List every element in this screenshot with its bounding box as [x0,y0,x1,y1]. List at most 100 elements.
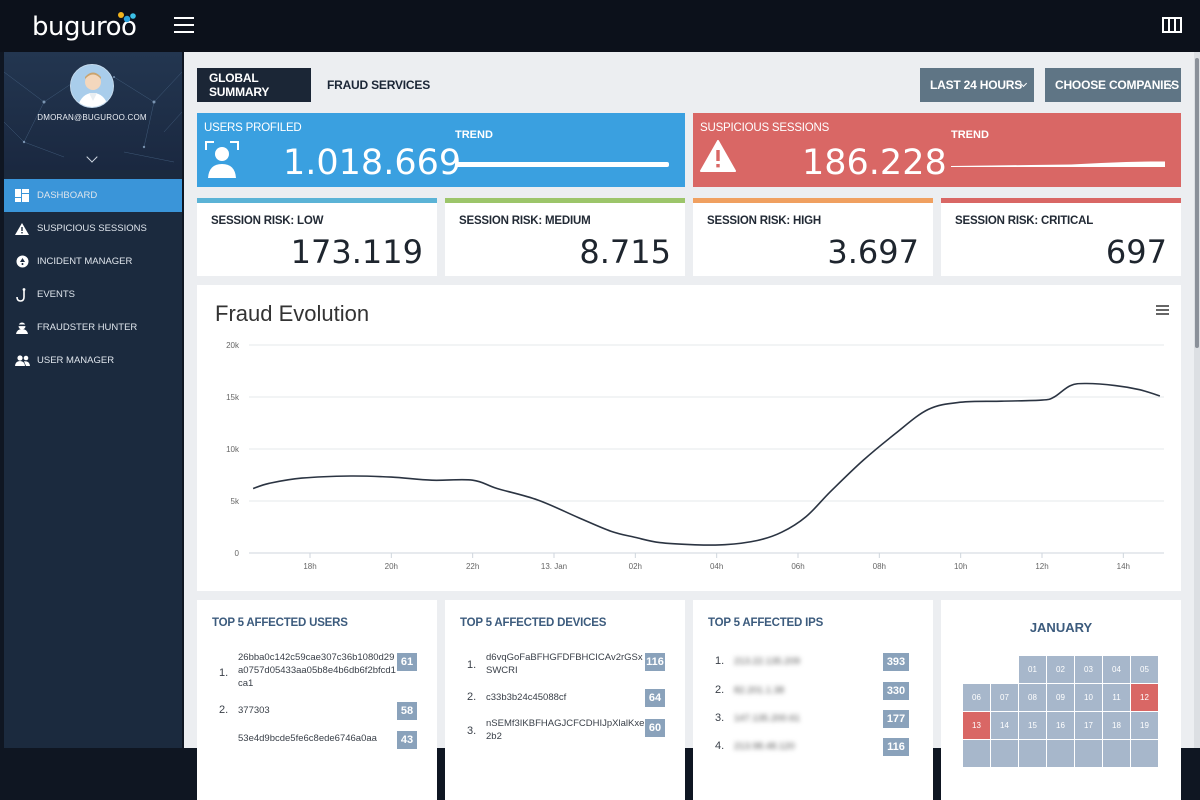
sidebar-item-dashboard[interactable]: DASHBOARD [4,179,182,212]
x-tick-label: 12h [1035,562,1048,571]
user-profile-panel: DMORAN@BUGUROO.COM [4,52,182,170]
user-email: DMORAN@BUGUROO.COM [37,113,147,122]
users-trend-label: TREND [455,129,493,141]
calendar-day[interactable]: 08 [1019,684,1046,711]
calendar-day[interactable]: 18 [1103,712,1130,739]
scrollbar-thumb[interactable] [1195,58,1199,348]
calendar-day[interactable]: 02 [1047,656,1074,683]
top-users-title: TOP 5 AFFECTED USERS [212,617,348,629]
sidebar-item-label: EVENTS [37,289,76,300]
sidebar-item-label: INCIDENT MANAGER [37,256,133,267]
y-tick-label: 20k [226,341,240,350]
count-badge: 43 [397,731,417,749]
series-line [252,382,1161,546]
top-ips-card: TOP 5 AFFECTED IPS 1. 213.22.135.209 393… [693,600,933,800]
tab-global-summary[interactable]: GLOBAL SUMMARY [197,68,311,102]
sidebar-nav: DASHBOARD SUSPICIOUS SESSIONS INCIDENT M… [4,179,182,377]
risk-medium-card: SESSION RISK: MEDIUM 8.715 [445,198,685,276]
rank: 3. [467,725,477,737]
users-profiled-card: USERS PROFILED 1.018.669 TREND [197,113,685,187]
users-trend-sparkline [455,162,669,167]
calendar-day[interactable]: 04 [1103,656,1130,683]
calendar-day[interactable]: 15 [1019,712,1046,739]
y-tick-label: 5k [231,497,240,506]
calendar-day[interactable]: 12 [1131,684,1158,711]
calendar-day[interactable] [1131,740,1158,767]
ip-address: 82.201.1.38 [734,685,785,696]
sidebar-item-label: FRAUDSTER HUNTER [37,322,138,333]
calendar-day[interactable]: 09 [1047,684,1074,711]
x-tick-label: 10h [954,562,967,571]
chart-menu-icon[interactable] [1156,305,1169,315]
calendar-day[interactable]: 03 [1075,656,1102,683]
calendar-day[interactable]: 17 [1075,712,1102,739]
calendar-day[interactable]: 11 [1103,684,1130,711]
count-badge: 60 [645,719,665,737]
rank: 1. [219,667,229,679]
calendar-day[interactable] [991,740,1018,767]
user-avatar-icon [71,65,113,107]
users-profiled-value: 1.018.669 [283,143,462,183]
page-scrollbar[interactable] [1194,52,1200,748]
risk-medium-value: 8.715 [579,233,671,271]
calendar-day[interactable]: 01 [1019,656,1046,683]
sessions-trend-label: TREND [951,129,989,141]
x-tick-label: 20h [385,562,398,571]
period-dropdown[interactable]: LAST 24 HOURS [920,68,1034,102]
companies-dropdown[interactable]: CHOOSE COMPANIES [1045,68,1181,102]
columns-layout-icon[interactable] [1162,17,1182,33]
rank: 2. [467,691,477,703]
avatar[interactable] [70,64,114,108]
tab-fraud-services[interactable]: FRAUD SERVICES [327,78,430,92]
count-badge: 116 [645,653,665,671]
calendar-day[interactable] [1075,740,1102,767]
risk-high-label: SESSION RISK: HIGH [707,215,821,227]
sidebar-item-events[interactable]: EVENTS [4,278,182,311]
count-badge: 116 [883,738,909,756]
suspicious-sessions-label: SUSPICIOUS SESSIONS [700,122,830,134]
count-badge: 330 [883,682,909,700]
risk-critical-value: 697 [1105,233,1167,271]
calendar-day[interactable]: 13 [963,712,990,739]
device-id: d6vqGoFaBFHGFDFBHCICAv2rGSxSWCRI [486,652,643,676]
sidebar-item-incident-manager[interactable]: INCIDENT MANAGER [4,245,182,278]
x-tick-label: 04h [710,562,723,571]
top-devices-title: TOP 5 AFFECTED DEVICES [460,617,607,629]
count-badge: 177 [883,710,909,728]
calendar-day[interactable]: 05 [1131,656,1158,683]
count-badge: 64 [645,689,665,707]
top-devices-card: TOP 5 AFFECTED DEVICES 1. d6vqGoFaBFHGFD… [445,600,685,800]
calendar-day[interactable]: 07 [991,684,1018,711]
calendar-day[interactable]: 16 [1047,712,1074,739]
calendar-day[interactable] [1047,740,1074,767]
calendar-day[interactable] [1103,740,1130,767]
sidebar: DMORAN@BUGUROO.COM DASHBOARD SUSPICIOUS … [4,52,182,748]
y-tick-label: 15k [226,393,240,402]
calendar-day[interactable]: 14 [991,712,1018,739]
calendar-day[interactable]: 06 [963,684,990,711]
hamburger-menu-icon[interactable] [174,17,194,33]
warning-icon [14,222,30,236]
x-tick-label: 18h [303,562,316,571]
sidebar-item-suspicious-sessions[interactable]: SUSPICIOUS SESSIONS [4,212,182,245]
main-content: GLOBAL SUMMARY FRAUD SERVICES LAST 24 HO… [184,52,1194,800]
top-ips-title: TOP 5 AFFECTED IPS [708,617,824,629]
sidebar-item-user-manager[interactable]: USER MANAGER [4,344,182,377]
rank: 4. [715,740,725,752]
network-background [4,71,182,163]
logo-mark-icon [118,12,136,23]
calendar-day[interactable] [1019,740,1046,767]
hunter-icon [14,321,30,335]
risk-medium-label: SESSION RISK: MEDIUM [459,215,591,227]
calendar-day[interactable]: 19 [1131,712,1158,739]
sidebar-item-fraudster-hunter[interactable]: FRAUDSTER HUNTER [4,311,182,344]
risk-critical-label: SESSION RISK: CRITICAL [955,215,1094,227]
y-tick-label: 10k [226,445,240,454]
calendar-day[interactable]: 10 [1075,684,1102,711]
count-badge: 58 [397,702,417,720]
user-id: 53e4d9bcde5fe6c8ede6746a0aa [238,733,377,744]
calendar-day[interactable] [963,740,990,767]
rank: 2. [715,684,725,696]
top-bar: buguroo [0,0,1200,52]
ip-address: 147.135.200.61 [734,713,801,724]
